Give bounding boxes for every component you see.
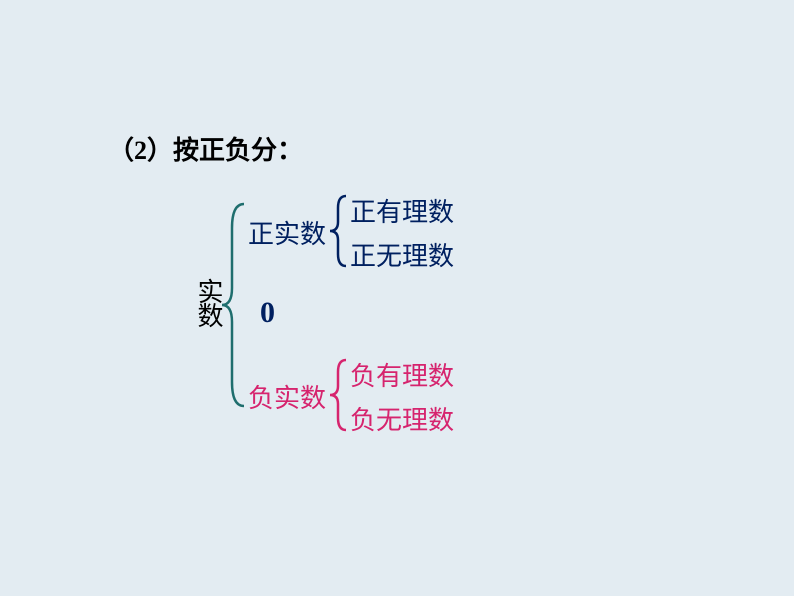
- brace-negative-icon: [326, 356, 350, 434]
- positive-rational-label: 正有理数: [350, 192, 454, 229]
- negative-irrational-label: 负无理数: [350, 400, 454, 437]
- zero-label: 0: [260, 296, 275, 330]
- diagram-container: （2）按正负分： 实数 正实数 0 负实数 正有理数 正无理数 负有理数 负无理…: [0, 0, 794, 596]
- section-heading: （2）按正负分：: [108, 130, 303, 167]
- negative-rational-label: 负有理数: [350, 356, 454, 393]
- positive-real-label: 正实数: [248, 214, 326, 251]
- brace-main-icon: [218, 200, 250, 410]
- positive-irrational-label: 正无理数: [350, 236, 454, 273]
- negative-real-label: 负实数: [248, 378, 326, 415]
- brace-positive-icon: [326, 192, 350, 270]
